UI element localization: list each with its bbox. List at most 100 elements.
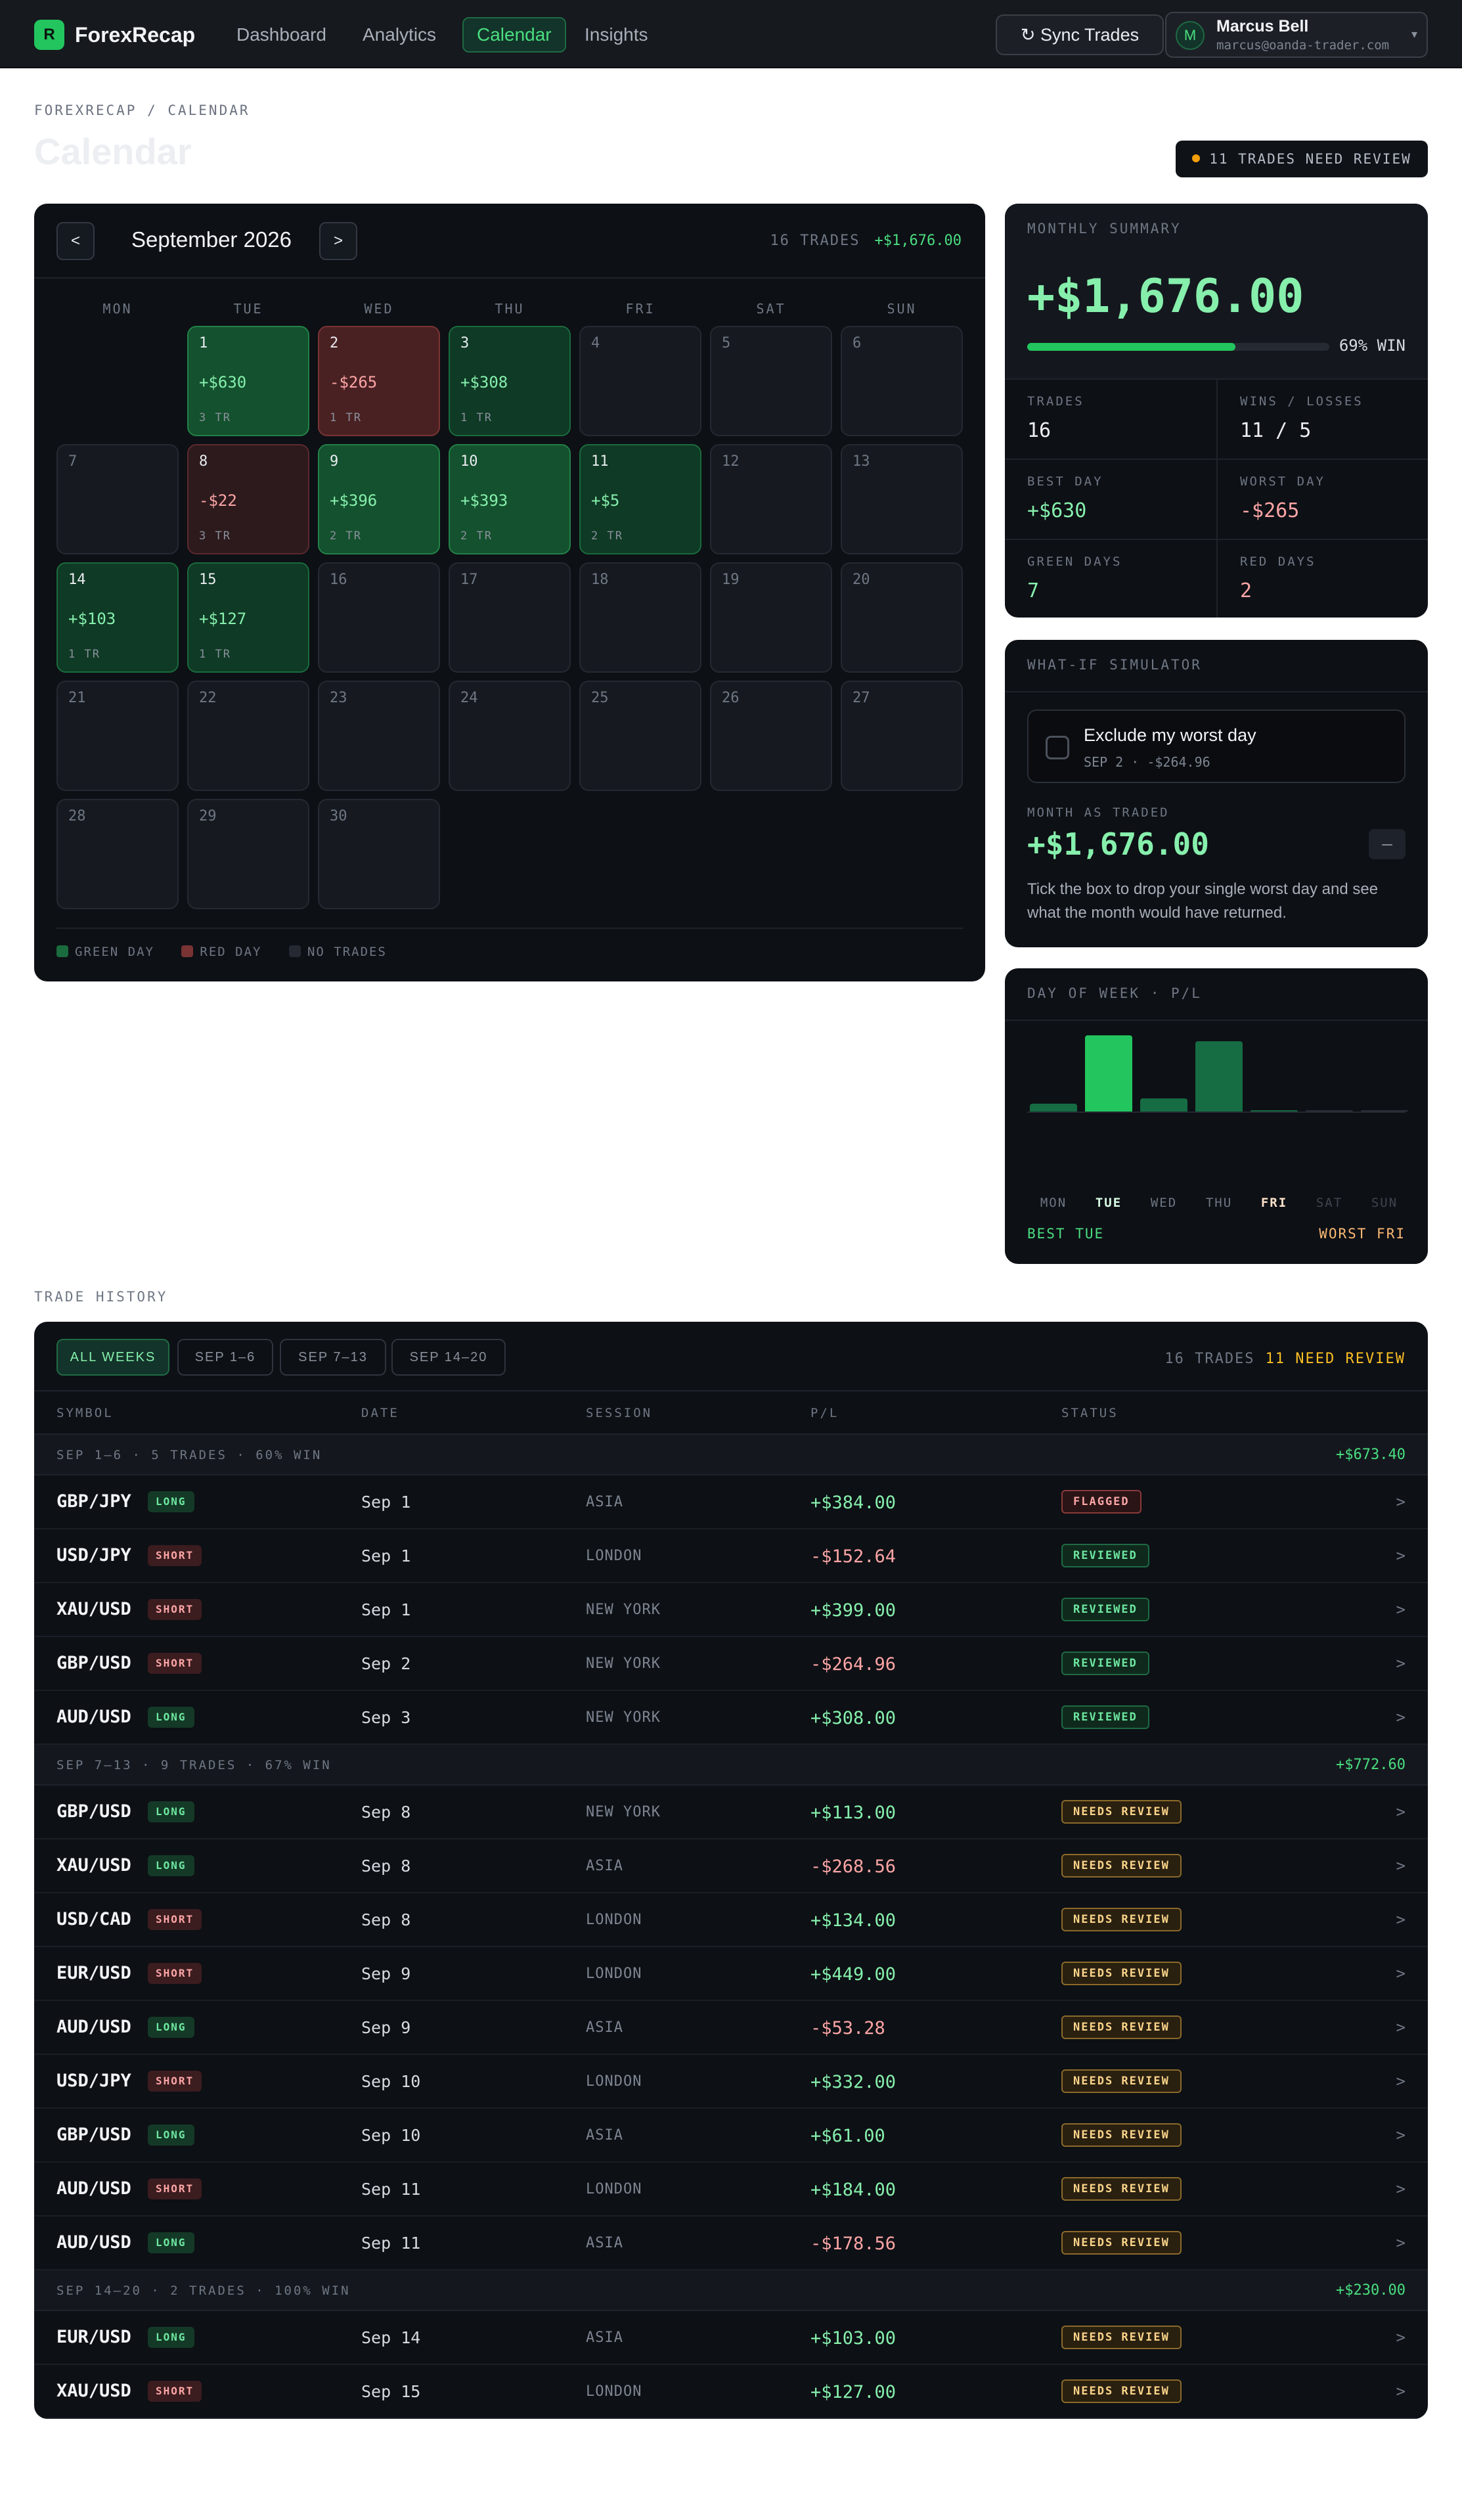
chevron-right-icon[interactable]: > [1396,2180,1406,2198]
status-badge[interactable]: NEEDS REVIEW [1061,1854,1182,1878]
table-row[interactable]: GBP/USD LONG Sep 10 ASIA +$61.00 NEEDS REVIEW… [34,2109,1428,2163]
chevron-right-icon[interactable]: > [1396,2234,1406,2252]
table-row[interactable]: XAU/USD SHORT Sep 1 NEW YORK +$399.00 REVIEWE… [34,1583,1428,1637]
chevron-right-icon[interactable]: > [1396,1856,1406,1875]
calendar-day[interactable]: 11 +$5 2 TR [579,444,701,554]
calendar-day[interactable]: 30 [318,799,440,909]
calendar-day[interactable]: 2 -$265 1 TR [318,326,440,436]
nav-link-insights[interactable]: Insights [585,24,648,45]
col-pl[interactable]: P/L [810,1406,839,1420]
calendar-day[interactable]: 19 [710,562,832,673]
calendar-day[interactable]: 13 [841,444,963,554]
calendar-day[interactable]: 1 +$630 3 TR [187,326,309,436]
calendar-day[interactable]: 26 [710,681,832,791]
calendar-day[interactable]: 27 [841,681,963,791]
bar-wed[interactable] [1140,1098,1187,1112]
review-status-pill[interactable]: 11 TRADES NEED REVIEW [1176,141,1428,177]
status-badge[interactable]: NEEDS REVIEW [1061,2326,1182,2349]
status-badge[interactable]: NEEDS REVIEW [1061,2015,1182,2039]
status-badge[interactable]: REVIEWED [1061,1652,1149,1675]
col-symbol[interactable]: SYMBOL [56,1406,114,1420]
bar-fri[interactable] [1251,1110,1298,1112]
bar-mon[interactable] [1030,1103,1077,1112]
bar-tue[interactable] [1085,1035,1132,1112]
status-badge[interactable]: NEEDS REVIEW [1061,2231,1182,2255]
table-row[interactable]: GBP/JPY LONG Sep 1 ASIA +$384.00 FLAGGED > [34,1475,1428,1529]
table-row[interactable]: AUD/USD LONG Sep 11 ASIA -$178.56 NEEDS REVIE… [34,2216,1428,2270]
calendar-day[interactable]: 9 +$396 2 TR [318,444,440,554]
calendar-day[interactable]: 4 [579,326,701,436]
calendar-day[interactable]: 24 [449,681,571,791]
bar-thu[interactable] [1195,1041,1243,1112]
status-badge[interactable]: REVIEWED [1061,1598,1149,1621]
bar-sat[interactable] [1306,1110,1353,1112]
chevron-right-icon[interactable]: > [1396,2382,1406,2400]
table-row[interactable]: XAU/USD LONG Sep 8 ASIA -$268.56 NEEDS REVIEW… [34,1839,1428,1893]
calendar-day[interactable]: 16 [318,562,440,673]
calendar-day[interactable]: 3 +$308 1 TR [449,326,571,436]
chip-sep-14-20[interactable]: SEP 14–20 [391,1339,506,1376]
table-row[interactable]: AUD/USD LONG Sep 9 ASIA -$53.28 NEEDS REVIEW > [34,2001,1428,2055]
chevron-right-icon[interactable]: > [1396,1964,1406,1983]
nav-link-dashboard[interactable]: Dashboard [236,24,326,45]
col-status[interactable]: STATUS [1061,1406,1119,1420]
chevron-right-icon[interactable]: > [1396,2328,1406,2347]
status-badge[interactable]: REVIEWED [1061,1705,1149,1729]
status-badge[interactable]: NEEDS REVIEW [1061,1962,1182,1985]
calendar-day[interactable]: 28 [56,799,179,909]
table-row[interactable]: USD/JPY SHORT Sep 10 LONDON +$332.00 NEEDS RE… [34,2055,1428,2109]
calendar-day[interactable]: 10 +$393 2 TR [449,444,571,554]
calendar-day[interactable]: 15 +$127 1 TR [187,562,309,673]
logo-badge[interactable]: R [34,20,64,50]
chip-sep-1-6[interactable]: SEP 1–6 [177,1339,273,1376]
status-badge[interactable]: NEEDS REVIEW [1061,2379,1182,2403]
table-row[interactable]: AUD/USD SHORT Sep 11 LONDON +$184.00 NEEDS RE… [34,2163,1428,2216]
calendar-day[interactable]: 17 [449,562,571,673]
calendar-day[interactable]: 21 [56,681,179,791]
prev-month-button[interactable]: < [56,222,95,260]
user-menu[interactable]: M Marcus Bell marcus@oanda-trader.com ▾ [1165,12,1428,58]
chevron-right-icon[interactable]: > [1396,1600,1406,1619]
status-badge[interactable]: NEEDS REVIEW [1061,2069,1182,2093]
bar-sun[interactable] [1361,1110,1408,1112]
calendar-day[interactable]: 7 [56,444,179,554]
col-date[interactable]: DATE [361,1406,399,1420]
status-badge[interactable]: NEEDS REVIEW [1061,2123,1182,2147]
chevron-right-icon[interactable]: > [1396,1546,1406,1565]
logo-text[interactable]: ForexRecap [75,23,196,47]
chevron-right-icon[interactable]: > [1396,1708,1406,1726]
calendar-day[interactable]: 8 -$22 3 TR [187,444,309,554]
table-row[interactable]: GBP/USD LONG Sep 8 NEW YORK +$113.00 NEEDS RE… [34,1786,1428,1839]
calendar-day[interactable]: 29 [187,799,309,909]
table-row[interactable]: USD/JPY SHORT Sep 1 LONDON -$152.64 REVIEWED > [34,1529,1428,1583]
calendar-day[interactable]: 22 [187,681,309,791]
nav-link-analytics[interactable]: Analytics [363,24,437,45]
col-session[interactable]: SESSION [586,1406,653,1420]
status-badge[interactable]: NEEDS REVIEW [1061,1908,1182,1931]
chip-all-weeks[interactable]: ALL WEEKS [56,1339,169,1376]
calendar-day[interactable]: 6 [841,326,963,436]
status-badge[interactable]: REVIEWED [1061,1544,1149,1567]
chevron-right-icon[interactable]: > [1396,2126,1406,2144]
chevron-right-icon[interactable]: > [1396,1493,1406,1511]
chevron-right-icon[interactable]: > [1396,2072,1406,2090]
calendar-day[interactable]: 5 [710,326,832,436]
calendar-day[interactable]: 14 +$103 1 TR [56,562,179,673]
table-row[interactable]: AUD/USD LONG Sep 3 NEW YORK +$308.00 REVIEWED… [34,1691,1428,1745]
table-row[interactable]: GBP/USD SHORT Sep 2 NEW YORK -$264.96 REVIEWE… [34,1637,1428,1691]
calendar-day[interactable]: 23 [318,681,440,791]
status-badge[interactable]: NEEDS REVIEW [1061,1800,1182,1824]
next-month-button[interactable]: > [319,222,357,260]
chevron-right-icon[interactable]: > [1396,1910,1406,1929]
table-row[interactable]: EUR/USD SHORT Sep 9 LONDON +$449.00 NEEDS REV… [34,1947,1428,2001]
calendar-day[interactable]: 18 [579,562,701,673]
status-badge[interactable]: FLAGGED [1061,1490,1141,1514]
calendar-day[interactable]: 20 [841,562,963,673]
calendar-day[interactable]: 12 [710,444,832,554]
table-row[interactable]: EUR/USD LONG Sep 14 ASIA +$103.00 NEEDS REVIE… [34,2311,1428,2365]
table-row[interactable]: XAU/USD SHORT Sep 15 LONDON +$127.00 NEEDS RE… [34,2365,1428,2419]
chip-sep-7-13[interactable]: SEP 7–13 [280,1339,386,1376]
status-badge[interactable]: NEEDS REVIEW [1061,2177,1182,2201]
nav-link-calendar[interactable]: Calendar [462,17,566,53]
chevron-right-icon[interactable]: > [1396,1803,1406,1821]
